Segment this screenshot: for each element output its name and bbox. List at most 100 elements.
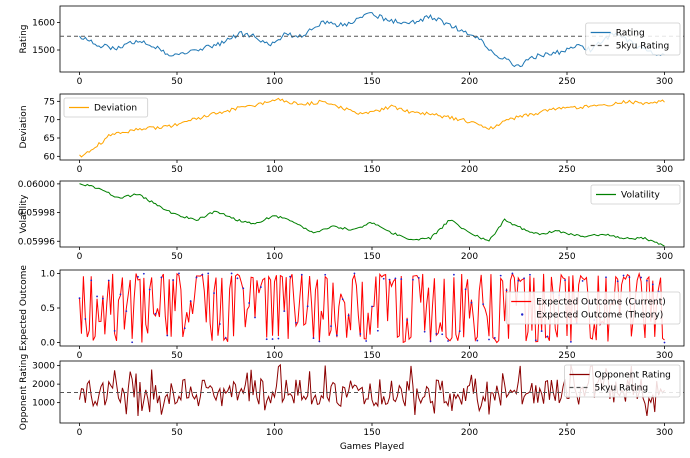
series-point [371, 305, 373, 308]
legend-box [590, 184, 681, 205]
plot-area [79, 97, 665, 158]
series-point [207, 272, 210, 275]
series-point [499, 274, 502, 277]
series-point [412, 278, 414, 281]
series-point [564, 279, 566, 282]
x-tick-label: 250 [558, 351, 575, 361]
x-tick-label: 100 [266, 351, 283, 361]
series-point [447, 340, 449, 342]
y-tick-label: 0.05996 [18, 237, 55, 247]
y-axis-label: Opponent Rating [19, 354, 29, 430]
series-point [534, 339, 537, 342]
panel-deviation: 60 65 70 75 0 50 100 150 200 250 300 Deviation Devia… [19, 93, 685, 175]
legend-label: Rating [616, 29, 645, 39]
x-tick-label: 150 [363, 351, 380, 361]
series-point [324, 273, 327, 276]
series-line-rating [79, 12, 665, 68]
x-tick-label: 300 [656, 165, 673, 175]
legend-box [585, 22, 681, 56]
series-point [195, 276, 198, 279]
x-tick-label: 50 [171, 165, 183, 175]
x-tick-label: 200 [461, 428, 478, 438]
x-axis-label: Games Played [340, 442, 404, 452]
series-point [458, 330, 461, 333]
x-tick-label: 300 [656, 351, 673, 361]
series-point [312, 337, 315, 339]
series-point [388, 278, 391, 281]
legend-box [505, 291, 681, 325]
legend: Rating 5kyu Rating [585, 22, 681, 56]
y-tick-label: 1500 [32, 46, 55, 56]
series-point [102, 297, 104, 300]
series-point [119, 293, 122, 296]
series-point [341, 298, 344, 301]
y-tick-label: 0.0 [41, 339, 56, 349]
series-point [376, 329, 379, 332]
legend: Deviation [63, 97, 149, 118]
series-point [78, 297, 81, 300]
series-point [172, 279, 175, 282]
x-tick-label: 0 [77, 351, 83, 361]
series-point [406, 318, 408, 321]
series-point [482, 303, 485, 306]
series-point [224, 337, 227, 339]
legend-label: Volatility [621, 191, 661, 201]
series-point [230, 272, 233, 275]
x-tick-label: 150 [363, 252, 380, 262]
series-point [546, 335, 549, 338]
series-point [183, 327, 186, 330]
series-point [365, 340, 368, 342]
series-point [646, 279, 648, 282]
series-point [605, 276, 607, 279]
series-point [382, 277, 385, 280]
series-point [529, 273, 531, 276]
series-point [359, 333, 362, 335]
x-tick-label: 300 [656, 252, 673, 262]
series-point [464, 288, 467, 291]
series-point [125, 310, 128, 313]
legend-box [63, 97, 149, 118]
series-point [189, 300, 192, 303]
x-tick-label: 100 [266, 165, 283, 175]
y-tick-label: 75 [44, 97, 55, 107]
legend: Volatility [590, 184, 681, 205]
x-tick-label: 250 [558, 165, 575, 175]
series-point [581, 280, 584, 282]
series-point [663, 341, 666, 344]
series-point [90, 279, 93, 282]
legend-label: 5kyu Rating [616, 42, 670, 52]
series-line-deviation [79, 97, 665, 158]
legend-label: Expected Outcome (Theory) [536, 311, 663, 321]
y-tick-label: 60 [44, 152, 56, 162]
legend-box [564, 364, 681, 398]
x-tick-label: 0 [77, 77, 83, 87]
legend: Expected Outcome (Current) Expected Outco… [505, 291, 681, 325]
series-point [394, 277, 397, 280]
x-tick-label: 0 [77, 165, 83, 175]
x-tick-label: 0 [77, 428, 83, 438]
series-point [622, 274, 625, 277]
series-point [295, 321, 297, 324]
series-point [142, 272, 145, 275]
series-point [505, 289, 508, 292]
x-tick-label: 0 [77, 252, 83, 262]
series-point [236, 277, 239, 280]
y-tick-label: 1000 [32, 399, 55, 409]
x-tick-label: 300 [656, 428, 673, 438]
series-point [476, 339, 479, 342]
series-point [435, 333, 438, 335]
y-tick-label: 0.05998 [18, 209, 55, 219]
x-tick-label: 50 [171, 351, 183, 361]
x-tick-label: 200 [461, 77, 478, 87]
x-tick-label: 250 [558, 428, 575, 438]
x-tick-label: 100 [266, 428, 283, 438]
y-axis-label: Deviation [19, 105, 29, 148]
series-point [113, 329, 116, 332]
x-tick-label: 150 [363, 165, 380, 175]
x-tick-label: 250 [558, 252, 575, 262]
series-point [160, 276, 163, 279]
y-axis-label: Expected Outcome [19, 265, 29, 351]
series-point [336, 334, 338, 337]
